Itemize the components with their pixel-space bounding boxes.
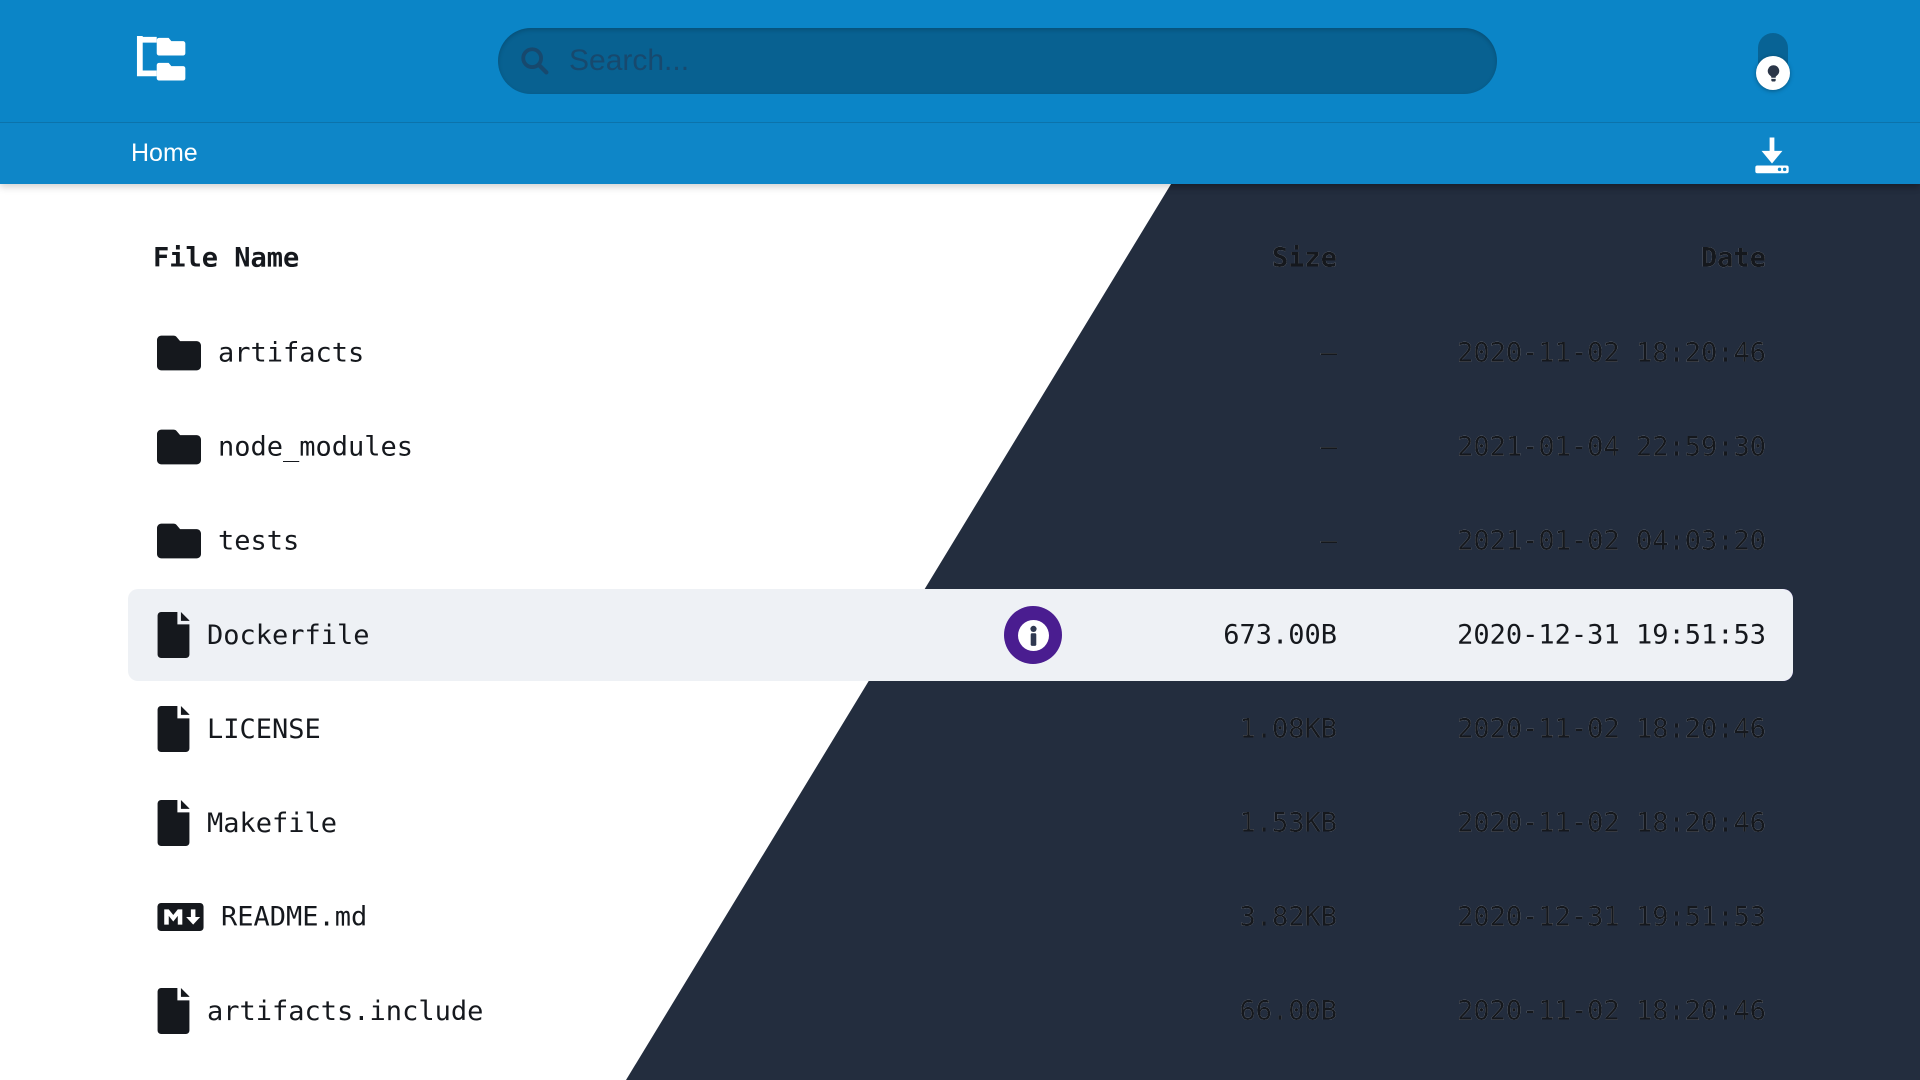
file-name: README.md [221,901,368,933]
breadcrumb-bar: Home [0,122,1920,184]
file-size-cell: 1.08KB [1239,713,1337,745]
table-row-artifacts.include[interactable]: artifacts.include 66.00B 2020-11-02 18:20:… [0,964,1920,1058]
file-icon [157,706,190,752]
file-name-cell: LICENSE [157,706,321,752]
column-header-file-name: File Name [153,242,300,274]
theme-toggle-knob[interactable] [1756,56,1790,90]
file-date-cell: 2021-01-04 22:59:30 [1457,431,1766,463]
table-row-LICENSE[interactable]: LICENSE 1.08KB 2020-11-02 18:20:46 [0,682,1920,776]
file-name: artifacts [218,337,365,369]
table-row-Makefile[interactable]: Makefile 1.53KB 2020-11-02 18:20:46 [0,776,1920,870]
lightbulb-icon [1763,63,1784,84]
file-date-cell: 2020-12-31 19:51:53 [1457,619,1766,651]
file-name: node_modules [218,431,414,463]
search-input[interactable] [567,43,1477,79]
file-table: File Name Size Date artifacts — 2020-11-02… [0,184,1920,1058]
file-date-cell: 2020-11-02 18:20:46 [1457,713,1766,745]
download-icon [1750,132,1794,176]
file-size-cell: 3.82KB [1239,901,1337,933]
column-header-date: Date [1700,242,1766,274]
table-row-README.md[interactable]: README.md 3.82KB 2020-12-31 19:51:53 [0,870,1920,964]
column-header-size: Size [1271,242,1337,274]
file-date-cell: 2020-11-02 18:20:46 [1457,995,1766,1027]
file-size-cell: 673.00B [1223,619,1337,651]
file-name: Makefile [207,807,338,839]
download-button[interactable] [1746,128,1798,180]
file-date-cell: 2021-01-04 22:59:30 [1457,431,1766,463]
table-row-tests[interactable]: tests — 2021-01-02 04:03:20 [0,494,1920,588]
search-icon [518,44,552,78]
file-icon [157,612,190,658]
file-size-cell: 1.53KB [1239,807,1337,839]
file-name: Dockerfile [207,619,370,651]
file-date-cell: 2020-11-02 18:20:46 [1457,337,1766,369]
file-size-cell: 3.82KB [1239,901,1337,933]
file-name-cell: artifacts.include [157,988,483,1034]
file-date-cell: 2021-01-02 04:03:20 [1457,525,1766,557]
file-size-cell: 1.08KB [1239,713,1337,745]
breadcrumb-home[interactable]: Home [131,139,198,167]
info-icon [1017,619,1049,651]
file-size-cell: — [1320,525,1337,557]
file-name-cell: artifacts [157,335,365,371]
file-icon [157,800,190,846]
file-date-cell: 2020-11-02 18:20:46 [1457,807,1766,839]
file-name: LICENSE [207,713,321,745]
file-name-cell: tests [157,523,300,559]
file-name-cell: Makefile [157,800,337,846]
theme-toggle[interactable] [1756,33,1790,90]
markdown-icon [157,902,204,932]
file-date-cell: 2021-01-02 04:03:20 [1457,525,1766,557]
selected-row-highlight [128,589,1793,681]
file-date-cell: 2020-12-31 19:51:53 [1457,901,1766,933]
file-date-cell: 2020-11-02 18:20:46 [1457,337,1766,369]
file-size-cell: — [1320,337,1337,369]
table-row-tests[interactable]: tests—2021-01-02 04:03:20 [626,494,1920,588]
file-size-cell: 66.00B [1239,995,1337,1027]
table-row-node_modules[interactable]: node_modules—2021-01-04 22:59:30 [626,400,1920,494]
file-name-cell: node_modules [157,429,414,465]
column-header-date: Date [1700,242,1766,274]
file-size-cell: 66.00B [1239,995,1337,1027]
table-row-artifacts[interactable]: artifacts — 2020-11-02 18:20:46 [0,306,1920,400]
file-name-cell: README.md [157,902,367,933]
file-date-cell: 2020-11-02 18:20:46 [1457,995,1766,1027]
file-size-cell: 1.53KB [1239,807,1337,839]
file-name: tests [218,525,300,557]
search-bar [498,28,1497,94]
table-row-artifacts[interactable]: artifacts—2020-11-02 18:20:46 [626,306,1920,400]
file-name: artifacts.include [207,995,484,1027]
table-header-row: File Name Size Date [626,184,1920,306]
file-date-cell: 2020-12-31 19:51:53 [1457,901,1766,933]
table-header-row: File Name Size Date [0,184,1920,306]
file-size-cell: — [1320,431,1337,463]
table-row-node_modules[interactable]: node_modules — 2021-01-04 22:59:30 [0,400,1920,494]
info-button[interactable] [1004,606,1062,664]
table-row-Dockerfile[interactable]: Dockerfile 673.00B 2020-12-31 19:51:53 [0,588,1920,682]
folder-icon [157,335,201,371]
table-body: artifacts — 2020-11-02 18:20:46 node_module… [0,306,1920,1058]
folder-icon [157,429,201,465]
file-name-cell: Dockerfile [157,612,370,658]
file-date-cell: 2020-11-02 18:20:46 [1457,807,1766,839]
file-size-cell: — [1320,525,1337,557]
file-size-cell: — [1320,431,1337,463]
file-icon [157,988,190,1034]
file-size-cell: — [1320,337,1337,369]
column-header-size: Size [1271,242,1337,274]
folder-tree-logo-icon[interactable] [133,35,187,83]
folder-icon [157,523,201,559]
file-date-cell: 2020-11-02 18:20:46 [1457,713,1766,745]
app-header [0,0,1920,122]
